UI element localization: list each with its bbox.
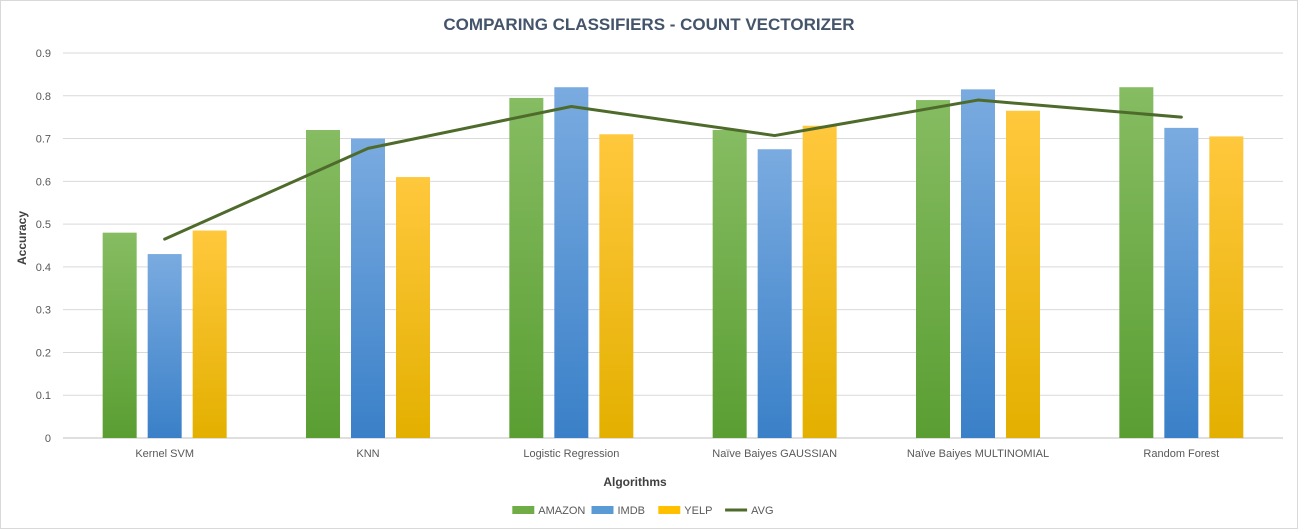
y-tick-label: 0.3 bbox=[36, 305, 51, 317]
bar-amazon-3 bbox=[509, 97, 544, 439]
legend-item-yelp: YELP bbox=[658, 505, 712, 517]
bar-amazon-6 bbox=[1119, 87, 1154, 438]
bars bbox=[102, 87, 1244, 439]
y-tick-label: 0 bbox=[45, 433, 51, 445]
x-tick-label: Random Forest bbox=[1143, 448, 1219, 460]
legend-label: AMAZON bbox=[538, 505, 585, 517]
bar-amazon-5 bbox=[916, 100, 950, 439]
legend-label: AVG bbox=[751, 505, 773, 517]
bar-amazon-4 bbox=[712, 130, 747, 438]
legend-swatch bbox=[512, 506, 535, 514]
bar-yelp-4 bbox=[802, 125, 837, 438]
bar-yelp-6 bbox=[1209, 136, 1244, 438]
y-tick-label: 0.4 bbox=[36, 262, 51, 274]
bar-imdb-3 bbox=[554, 87, 589, 438]
legend-item-imdb: IMDB bbox=[591, 505, 646, 517]
x-axis-title: Algorithms bbox=[603, 475, 667, 489]
y-tick-label: 0.2 bbox=[36, 347, 51, 359]
x-tick-label: Naïve Baiyes MULTINOMIAL bbox=[907, 448, 1049, 460]
legend-label: IMDB bbox=[618, 505, 646, 517]
y-tick-label: 0.8 bbox=[36, 91, 51, 103]
bar-imdb-1 bbox=[147, 254, 182, 438]
bar-yelp-3 bbox=[599, 134, 634, 438]
legend-swatch bbox=[658, 506, 681, 514]
y-tick-label: 0.7 bbox=[36, 134, 51, 146]
x-tick-label: KNN bbox=[356, 448, 379, 460]
x-tick-label: Naïve Baiyes GAUSSIAN bbox=[712, 448, 837, 460]
y-tick-label: 0.5 bbox=[36, 219, 51, 231]
y-tick-label: 0.9 bbox=[36, 48, 51, 60]
bar-yelp-1 bbox=[192, 230, 227, 438]
bar-imdb-2 bbox=[351, 138, 385, 439]
y-axis-tick-labels: 0 0.1 0.2 0.3 0.4 0.5 0.6 0.7 0.8 0.9 bbox=[36, 48, 51, 445]
y-axis-title: Accuracy bbox=[15, 211, 29, 265]
y-tick-label: 0.1 bbox=[36, 390, 51, 402]
legend: AMAZON IMDB YELP AVG bbox=[512, 505, 774, 517]
x-tick-label: Kernel SVM bbox=[135, 448, 194, 460]
bar-yelp-2 bbox=[396, 177, 430, 439]
bar-amazon-2 bbox=[306, 130, 340, 438]
avg-line bbox=[163, 98, 1183, 241]
legend-swatch bbox=[591, 506, 614, 514]
avg-line-layer bbox=[163, 98, 1183, 241]
bar-imdb-6 bbox=[1164, 127, 1199, 438]
legend-item-avg: AVG bbox=[725, 505, 774, 517]
legend-item-amazon: AMAZON bbox=[512, 505, 585, 517]
x-tick-label: Logistic Regression bbox=[523, 448, 619, 460]
gridlines bbox=[63, 52, 1283, 439]
bar-amazon-1 bbox=[102, 232, 137, 438]
bar-imdb-4 bbox=[757, 149, 792, 438]
x-axis-tick-labels: Kernel SVM KNN Logistic Regression Naïve Ba… bbox=[135, 448, 1219, 460]
bar-yelp-5 bbox=[1006, 110, 1040, 438]
chart-title: COMPARING CLASSIFIERS - COUNT VECTORIZER bbox=[443, 15, 854, 34]
y-tick-label: 0.6 bbox=[36, 176, 51, 188]
legend-label: YELP bbox=[684, 505, 712, 517]
bar-imdb-5 bbox=[961, 89, 995, 438]
